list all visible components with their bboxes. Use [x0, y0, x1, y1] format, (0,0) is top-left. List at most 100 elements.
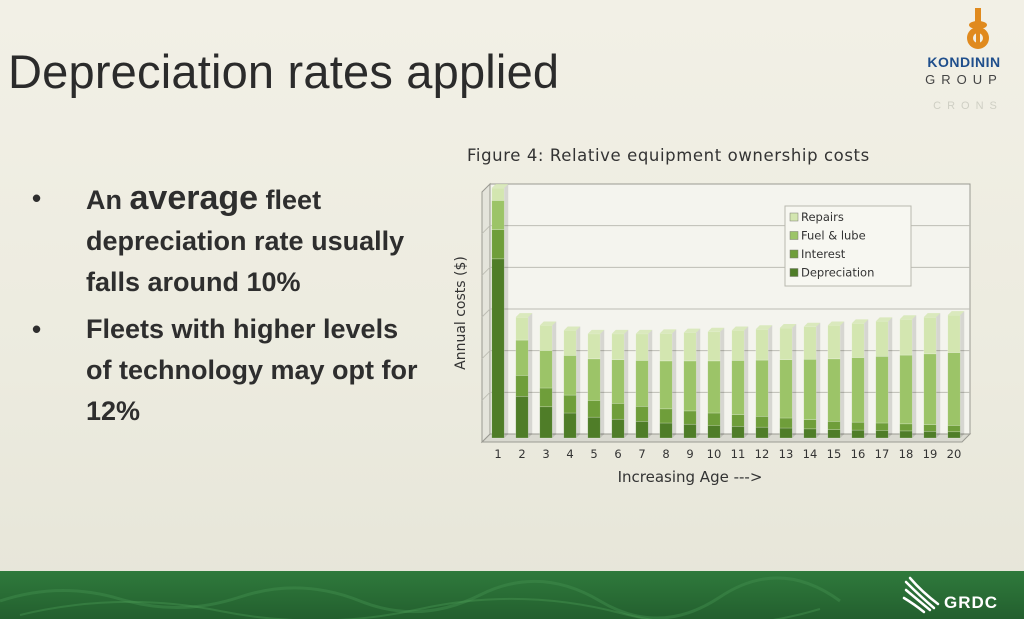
bar-segment [899, 430, 913, 439]
bar-side [696, 328, 701, 438]
bar-segment [779, 359, 793, 419]
bar-segment [563, 330, 577, 356]
bar-side [768, 325, 773, 438]
stacked-bar-chart: 1 2 3 4 5 6 7 8 9 10 11 12 13 14 15 16 17 18 19 20RepairsFu… [453, 182, 972, 486]
bar-segment [683, 332, 697, 362]
gridline [481, 308, 491, 318]
bar-segment [539, 406, 553, 439]
bar-side [840, 321, 845, 438]
bar-segment [875, 422, 889, 431]
x-tick-label: 15 [827, 447, 842, 461]
bar-segment [875, 321, 889, 357]
bar-segment [947, 352, 961, 426]
x-axis-label: Increasing Age ---> [618, 468, 763, 486]
bar-segment [755, 416, 769, 428]
bar-segment [515, 396, 529, 439]
x-tick-label: 13 [779, 447, 794, 461]
bar-segment [875, 430, 889, 439]
bar-segment [491, 187, 505, 201]
bar-segment [947, 314, 961, 353]
bar-top [827, 321, 845, 326]
grdc-logo-text: GRDC [944, 593, 999, 612]
bar-segment [563, 394, 577, 414]
x-tick-label: 12 [755, 447, 770, 461]
gridline [481, 391, 491, 401]
bar-side [936, 313, 941, 438]
legend-label: Fuel & lube [801, 229, 866, 243]
legend-swatch [789, 268, 799, 277]
bar-segment [923, 353, 937, 425]
legend-label: Repairs [801, 210, 844, 224]
bullet-text-post: fleet depreciation rate usually falls ar… [86, 185, 405, 297]
bar-top [491, 184, 509, 188]
bar-top [923, 313, 941, 318]
bar-segment [515, 375, 529, 397]
bar-top [539, 321, 557, 326]
x-tick-label: 19 [923, 447, 938, 461]
bar-segment [851, 421, 865, 431]
bar-segment [707, 412, 721, 426]
x-tick-label: 4 [566, 447, 573, 461]
bullet-dot-icon: • [32, 183, 42, 213]
bar-side [888, 317, 893, 438]
chart-title: Figure 4: Relative equipment ownership c… [467, 146, 870, 165]
x-tick-label: 2 [518, 447, 525, 461]
bar-top [659, 329, 677, 334]
wheat-icon [902, 576, 940, 614]
bar-segment [827, 358, 841, 422]
gridline [481, 350, 491, 360]
bar-top [563, 326, 581, 331]
slide-title: Depreciation rates applied [8, 45, 560, 98]
kondinin-logo: KONDININ GROUP CRONS [908, 8, 1020, 126]
bar-segment [635, 333, 649, 361]
gridline [481, 266, 491, 276]
bar-top [851, 319, 869, 324]
bar-top [803, 322, 821, 327]
bar-segment [491, 258, 505, 439]
x-tick-label: 8 [662, 447, 669, 461]
bar-top [779, 324, 797, 328]
bar-segment [659, 360, 673, 410]
bar-side [600, 329, 605, 438]
bar-segment [539, 325, 553, 351]
bar-top [635, 329, 653, 334]
bar-segment [635, 421, 649, 439]
x-tick-label: 9 [686, 447, 693, 461]
bar-segment [899, 318, 913, 356]
wheat-pattern-decoration [0, 576, 841, 619]
bar-segment [803, 428, 817, 439]
bar-segment [827, 429, 841, 439]
bar-segment [611, 418, 625, 439]
bar-segment [611, 403, 625, 420]
bar-segment [731, 426, 745, 439]
bar-segment [491, 200, 505, 230]
bar-segment [875, 356, 889, 424]
legend-label: Interest [801, 247, 846, 261]
bar-top [683, 328, 701, 333]
bar-segment [539, 387, 553, 408]
bullet-dot-icon: • [32, 314, 42, 344]
bar-side [864, 319, 869, 438]
bar-side [504, 184, 509, 438]
bar-top [611, 329, 629, 334]
bar-segment [851, 429, 865, 439]
bar-segment [611, 333, 625, 360]
bar-segment [731, 414, 745, 427]
bar-segment [587, 358, 601, 401]
bar-side [624, 329, 629, 438]
kondinin-logo-icon [967, 8, 989, 49]
legend-label: Depreciation [801, 266, 874, 280]
bar-segment [587, 333, 601, 360]
bar-segment [683, 423, 697, 439]
x-tick-label: 1 [494, 447, 501, 461]
bar-segment [659, 422, 673, 439]
bar-side [960, 311, 965, 438]
bar-segment [755, 328, 769, 361]
footer-band [0, 571, 1024, 619]
bar-segment [635, 406, 649, 422]
x-tick-label: 10 [707, 447, 722, 461]
bar-top [707, 327, 725, 332]
bullet-item: • An average fleet depreciation rate usu… [30, 178, 430, 303]
bar-top [731, 326, 749, 331]
chart-legend [784, 205, 912, 287]
